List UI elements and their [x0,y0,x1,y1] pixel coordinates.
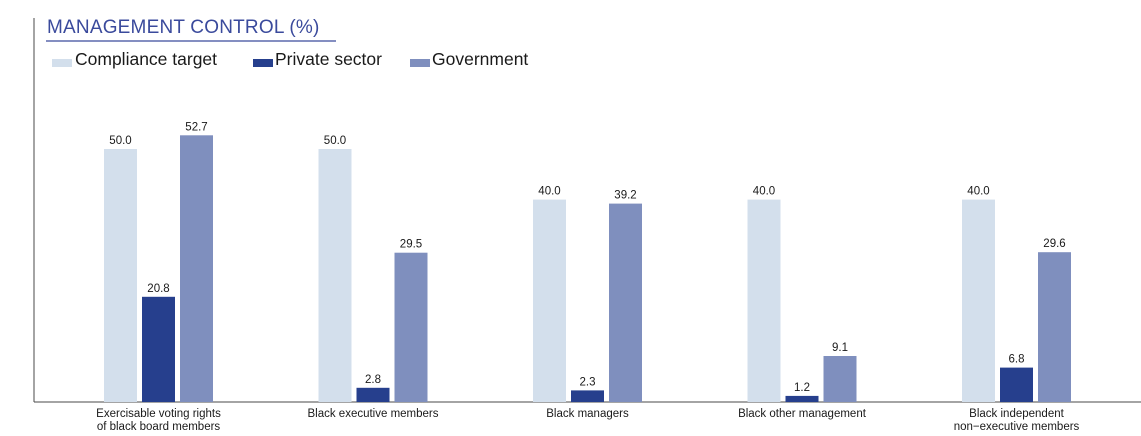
value-label-compliance-target-4: 40.0 [753,186,775,198]
bar-private-sector-1 [142,296,175,402]
bar-private-sector-3 [571,390,604,402]
value-label-private-sector-4: 1.2 [794,382,810,394]
bar-government-3 [609,203,642,402]
legend-swatch-government [410,59,430,67]
legend-label-compliance-target: Compliance target [75,49,217,69]
legend-swatch-compliance-target [52,59,72,67]
legend: Compliance target Private sector Governmen… [52,49,528,69]
category-label-3-line-1: Black managers [546,408,629,420]
value-label-compliance-target-5: 40.0 [967,186,989,198]
value-label-compliance-target-2: 50.0 [324,135,346,147]
value-label-government-1: 52.7 [185,121,207,133]
value-label-government-2: 29.5 [400,239,422,251]
legend-label-private-sector: Private sector [275,49,382,69]
bar-private-sector-2 [356,387,390,402]
value-label-government-4: 9.1 [832,342,848,354]
value-label-compliance-target-1: 50.0 [109,135,131,147]
value-label-government-5: 29.6 [1043,238,1065,250]
value-label-compliance-target-3: 40.0 [538,186,560,198]
bar-government-1 [180,135,213,403]
legend-swatch-private-sector [253,59,273,67]
bar-compliance-target-1 [104,149,137,402]
bar-compliance-target-4 [747,199,781,402]
value-labels-group: 50.0 20.8 52.7 50.0 2.8 29.5 40.0 2.3 39.2 40.0 1.… [109,121,1065,394]
bar-compliance-target-5 [962,199,995,402]
value-label-private-sector-5: 6.8 [1009,354,1025,366]
bar-compliance-target-2 [318,149,352,402]
category-label-2-line-1: Black executive members [307,408,438,420]
value-label-government-3: 39.2 [614,190,636,202]
value-label-private-sector-2: 2.8 [365,374,381,386]
legend-label-government: Government [432,49,528,69]
bar-private-sector-5 [1000,367,1033,402]
bars-group [104,135,1071,403]
bar-compliance-target-3 [533,199,566,402]
bar-government-2 [394,252,428,402]
category-label-1-line-2: of black board members [97,421,221,433]
category-label-4-line-1: Black other management [738,408,867,420]
category-label-5-line-2: non−executive members [954,421,1080,433]
bar-government-5 [1038,252,1071,402]
bar-private-sector-4 [785,395,819,402]
value-label-private-sector-1: 20.8 [147,283,169,295]
value-label-private-sector-3: 2.3 [580,376,596,388]
chart-title: MANAGEMENT CONTROL (%) [47,17,320,38]
bar-government-4 [823,356,857,402]
category-label-1-line-1: Exercisable voting rights [96,408,221,420]
category-label-5-line-1: Black independent [969,408,1064,420]
